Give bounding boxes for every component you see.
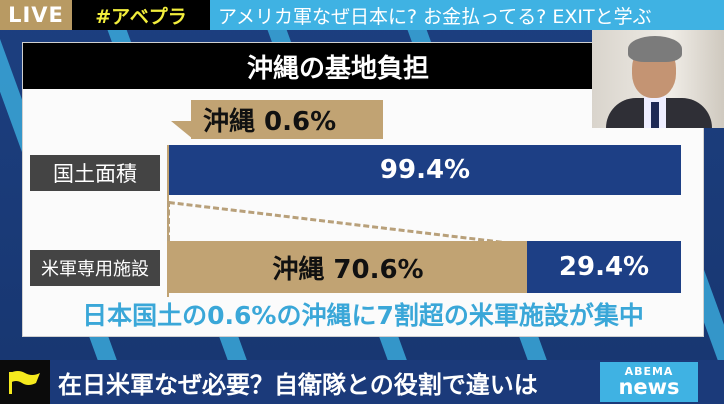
infographic-panel: 沖縄の基地負担 沖縄 0.6% 国土面積 99.4% 米軍専用施設 沖縄 70.… xyxy=(22,42,704,337)
okinawa-callout: 沖縄 0.6% xyxy=(191,100,383,139)
presenter-video-inset xyxy=(592,30,724,128)
summary-text: 日本国土の0.6%の沖縄に7割超の米軍施設が集中 xyxy=(82,301,644,330)
bar-facilities-okinawa: 沖縄 70.6% xyxy=(169,241,527,293)
presenter-hair xyxy=(628,36,682,62)
callout-pointer xyxy=(171,121,193,139)
dashed-guide-diagonal xyxy=(168,201,529,247)
panel-title: 沖縄の基地負担 xyxy=(23,43,623,89)
abema-news-logo: ABEMA news xyxy=(600,362,698,402)
hashtag-label: #アベプラ xyxy=(72,0,210,30)
bottom-caption-bar: 在日米軍なぜ必要？自衛隊との役割で違いは ABEMA news xyxy=(0,360,724,404)
bar-facilities-rest: 29.4% xyxy=(527,241,681,293)
dashed-guide-vertical xyxy=(167,201,170,241)
row-label-us-facilities: 米軍専用施設 xyxy=(30,250,160,286)
headline-text: アメリカ軍なぜ日本に? お金払ってる? EXITと学ぶ xyxy=(210,0,724,30)
logo-abema: ABEMA xyxy=(624,365,674,378)
logo-news: news xyxy=(618,375,680,399)
presenter-tie xyxy=(651,102,659,128)
flag-box xyxy=(0,360,50,404)
yellow-flag-icon xyxy=(9,371,40,394)
top-ticker: LIVE #アベプラ アメリカ軍なぜ日本に? お金払ってる? EXITと学ぶ xyxy=(0,0,724,30)
row-label-land-area: 国土面積 xyxy=(30,155,160,191)
bar-land-area-rest: 99.4% xyxy=(169,145,681,195)
bottom-caption: 在日米軍なぜ必要？自衛隊との役割で違いは xyxy=(58,370,538,399)
live-badge: LIVE xyxy=(0,0,72,30)
